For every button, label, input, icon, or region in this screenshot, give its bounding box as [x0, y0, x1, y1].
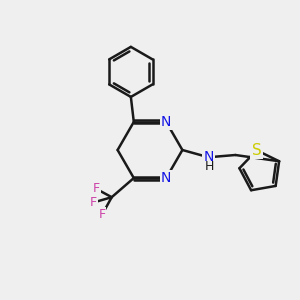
Text: N: N — [161, 115, 171, 129]
Text: F: F — [99, 208, 106, 221]
Text: H: H — [205, 160, 214, 173]
Text: F: F — [93, 182, 100, 195]
Text: S: S — [252, 143, 262, 158]
Text: N: N — [204, 150, 214, 164]
Text: F: F — [90, 196, 97, 209]
Text: N: N — [161, 171, 171, 185]
